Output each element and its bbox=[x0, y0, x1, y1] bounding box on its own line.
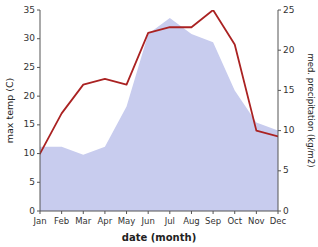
y-tick bbox=[37, 38, 40, 39]
y2-tick bbox=[278, 170, 281, 171]
x-tick-label: Jun bbox=[141, 216, 155, 226]
y-tick bbox=[37, 153, 40, 154]
y-tick bbox=[37, 124, 40, 125]
y-tick-label: 25 bbox=[24, 62, 35, 72]
y-tick bbox=[37, 67, 40, 68]
plot-area bbox=[40, 10, 278, 211]
x-tick-label: Mar bbox=[75, 216, 92, 226]
y-tick-label: 30 bbox=[24, 33, 36, 43]
x-tick bbox=[256, 211, 257, 214]
y2-tick-label: 15 bbox=[283, 85, 294, 95]
x-tick bbox=[40, 211, 41, 214]
y2-tick-label: 10 bbox=[283, 125, 295, 135]
y2-tick bbox=[278, 10, 281, 11]
x-axis-label: date (month) bbox=[122, 232, 196, 243]
y2-tick-label: 20 bbox=[283, 45, 295, 55]
x-tick bbox=[61, 211, 62, 214]
y-tick-label: 15 bbox=[24, 119, 35, 129]
x-tick-label: Sep bbox=[205, 216, 221, 226]
y2-axis-line bbox=[278, 10, 279, 211]
y-tick-label: 20 bbox=[24, 91, 36, 101]
x-tick-label: Aug bbox=[183, 216, 200, 226]
x-tick-label: Jan bbox=[32, 216, 46, 226]
x-tick bbox=[83, 211, 84, 214]
x-tick bbox=[191, 211, 192, 214]
x-tick bbox=[278, 211, 279, 214]
x-tick-label: Oct bbox=[227, 216, 242, 226]
x-tick-label: Nov bbox=[248, 216, 265, 226]
y-tick bbox=[37, 10, 40, 11]
y2-tick bbox=[278, 90, 281, 91]
y-axis-line bbox=[40, 10, 41, 211]
precipitation-area bbox=[40, 18, 278, 211]
y-tick bbox=[37, 182, 40, 183]
x-tick bbox=[234, 211, 235, 214]
x-tick bbox=[169, 211, 170, 214]
y2-axis-label: med. precipitation (kg/m2) bbox=[306, 53, 316, 167]
y-tick-label: 0 bbox=[29, 206, 35, 216]
x-tick bbox=[104, 211, 105, 214]
y2-tick-label: 0 bbox=[283, 206, 289, 216]
x-tick-label: Jul bbox=[164, 216, 175, 226]
x-tick-label: Apr bbox=[98, 216, 113, 226]
y2-tick-label: 5 bbox=[283, 165, 289, 175]
y-tick bbox=[37, 96, 40, 97]
temperature-line bbox=[40, 10, 278, 154]
x-tick-label: Dec bbox=[270, 216, 287, 226]
y-tick-label: 35 bbox=[24, 5, 35, 15]
y2-tick bbox=[278, 50, 281, 51]
x-tick bbox=[213, 211, 214, 214]
y2-tick-label: 25 bbox=[283, 5, 294, 15]
y-tick-label: 5 bbox=[29, 177, 35, 187]
chart: 0 5 10 15 20 25 30 35 0 5 10 15 20 25 Jan Feb Mar Apr May J… bbox=[0, 0, 318, 247]
x-tick-label: May bbox=[118, 216, 136, 226]
y-tick-label: 10 bbox=[24, 148, 36, 158]
y2-tick bbox=[278, 130, 281, 131]
x-tick bbox=[148, 211, 149, 214]
x-tick bbox=[126, 211, 127, 214]
y-axis-label: max temp (C) bbox=[4, 78, 15, 144]
x-axis-line bbox=[40, 211, 278, 212]
x-tick-label: Feb bbox=[54, 216, 69, 226]
